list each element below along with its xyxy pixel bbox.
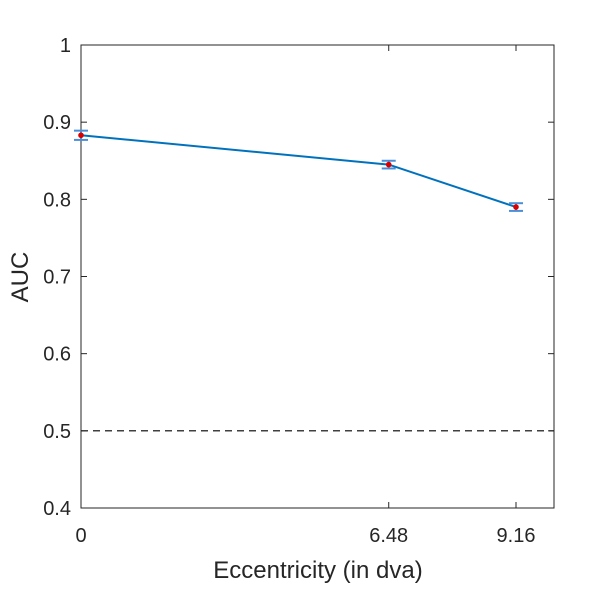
y-tick-label: 0.7 [43, 267, 71, 289]
data-point [513, 204, 519, 210]
x-axis-label: Eccentricity (in dva) [213, 557, 422, 584]
axes-box [80, 44, 555, 509]
series-line-0 [80, 134, 517, 208]
data-layer [74, 129, 523, 212]
y-tick-label: 0.6 [43, 344, 71, 366]
y-tick-label: 0.5 [43, 421, 71, 443]
data-point [78, 132, 84, 139]
x-tick-label: 6.48 [369, 525, 408, 547]
y-axis-label: AUC [7, 252, 34, 303]
x-tick-label: 9.16 [497, 525, 536, 547]
y-tick-label: 0.8 [43, 189, 71, 211]
ticks-layer: 0.4 0.5 0.6 0.7 0.8 0.9 1 0 6.48 9.16 [43, 35, 554, 547]
y-tick-label: 0.4 [43, 498, 71, 520]
y-tick-label: 1 [60, 35, 71, 57]
plot-area [80, 44, 555, 509]
y-tick-label: 0.9 [43, 112, 71, 134]
data-point [385, 161, 392, 168]
x-tick-label: 0 [75, 525, 86, 547]
